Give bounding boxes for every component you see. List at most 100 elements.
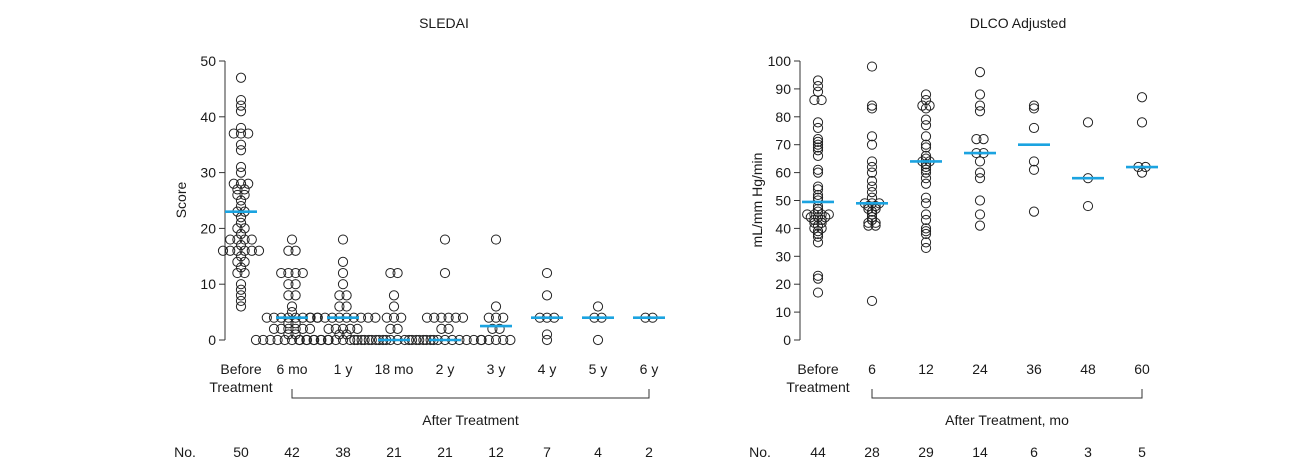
sledai-point <box>370 312 381 323</box>
sledai-point <box>385 323 396 334</box>
dlco-point <box>920 237 932 248</box>
dlco-point <box>920 178 932 189</box>
sledai-count-value: 4 <box>594 444 602 460</box>
dlco-bracket <box>871 389 1143 399</box>
dlco-point <box>1028 100 1040 111</box>
sledai-title: SLEDAI <box>419 15 469 31</box>
sledai-point <box>414 334 425 346</box>
sledai-y-tick-label: 50 <box>200 53 216 69</box>
dlco-y-tick-label: 90 <box>775 81 791 97</box>
sledai-point <box>498 312 509 323</box>
dlco-point <box>866 156 878 167</box>
sledai-point <box>421 312 433 323</box>
dlco-point <box>866 214 878 226</box>
dlco-point <box>920 164 932 175</box>
sledai-point <box>388 312 400 323</box>
dlco-point <box>920 198 932 209</box>
sledai-point <box>235 106 247 117</box>
sledai-point <box>272 334 283 346</box>
sledai-y-tick-label: 10 <box>200 276 216 292</box>
sledai-point <box>388 301 400 312</box>
dlco-point <box>866 139 878 150</box>
sledai-point <box>283 329 294 340</box>
sledai-point <box>239 267 250 279</box>
dlco-point <box>924 100 935 111</box>
sledai-point <box>439 234 451 245</box>
sledai-point <box>363 312 374 323</box>
dlco-point <box>974 156 986 167</box>
dlco-point <box>812 226 824 237</box>
sledai-point <box>283 323 294 334</box>
dlco-point <box>816 217 827 228</box>
sledai-count-value: 2 <box>645 444 653 460</box>
sledai-point <box>334 329 345 340</box>
sledai-point <box>235 72 247 83</box>
sledai-point <box>232 267 243 279</box>
sledai-point <box>352 323 363 334</box>
sledai-point <box>541 334 553 346</box>
dlco-point <box>870 200 881 212</box>
sledai-point <box>286 301 298 312</box>
sledai-point <box>239 184 250 195</box>
sledai-point <box>334 301 345 312</box>
dlco-y-tick-label: 40 <box>775 220 791 236</box>
sledai-point <box>258 334 269 346</box>
sledai-point <box>337 279 349 290</box>
sledai-point <box>461 334 472 346</box>
sledai-point <box>235 279 247 290</box>
dlco-point <box>920 228 932 240</box>
sledai-point <box>235 161 247 173</box>
dlco-point <box>812 237 824 248</box>
dlco-point <box>809 214 820 226</box>
dlco-point <box>920 226 932 237</box>
dlco-point <box>978 134 989 145</box>
sledai-category-label: 4 y <box>538 361 557 377</box>
sledai-point <box>235 145 247 156</box>
sledai-point <box>450 312 461 323</box>
dlco-point <box>866 61 878 72</box>
dlco-point <box>866 161 878 173</box>
sledai-y-tick-label: 30 <box>200 165 216 181</box>
sledai-point <box>283 279 294 290</box>
dlco-count-value: 5 <box>1138 444 1146 460</box>
sledai-point <box>352 334 363 346</box>
dlco-point <box>812 139 824 150</box>
dlco-category-label: 6 <box>868 361 876 377</box>
sledai-point <box>490 234 502 245</box>
sledai-y-tick-label: 20 <box>200 220 216 236</box>
sledai-point <box>330 323 341 334</box>
dlco-point <box>920 173 932 184</box>
sledai-counts-label: No. <box>174 444 196 460</box>
sledai-point <box>246 245 257 256</box>
dlco-point <box>816 214 827 226</box>
dlco-point <box>917 100 928 111</box>
sledai-point <box>312 312 323 323</box>
sledai-point <box>498 334 509 346</box>
sledai-category-label: 2 y <box>436 361 455 377</box>
sledai-point <box>290 290 301 301</box>
sledai-point <box>345 334 356 346</box>
sledai-point <box>345 323 356 334</box>
dlco-point <box>816 209 827 220</box>
sledai-point <box>592 334 604 346</box>
sledai-point <box>235 195 247 206</box>
sledai-point <box>301 334 313 346</box>
dlco-point <box>812 184 824 195</box>
sledai-point <box>286 334 298 346</box>
sledai-point <box>235 128 247 139</box>
sledai-point <box>356 334 367 346</box>
dlco-point <box>812 273 824 284</box>
sledai-point <box>490 312 502 323</box>
sledai-category-label: 18 mo <box>375 361 414 377</box>
sledai-point <box>290 323 301 334</box>
sledai-point <box>392 267 403 279</box>
dlco-point <box>812 86 824 97</box>
dlco-point <box>866 100 878 111</box>
sledai-point <box>505 334 516 346</box>
sledai-point <box>363 334 374 346</box>
sledai-point <box>334 290 345 301</box>
dlco-y-tick-label: 50 <box>775 193 791 209</box>
sledai-point <box>225 234 236 245</box>
dlco-point <box>920 167 932 178</box>
sledai-category-label: 6 y <box>640 361 659 377</box>
